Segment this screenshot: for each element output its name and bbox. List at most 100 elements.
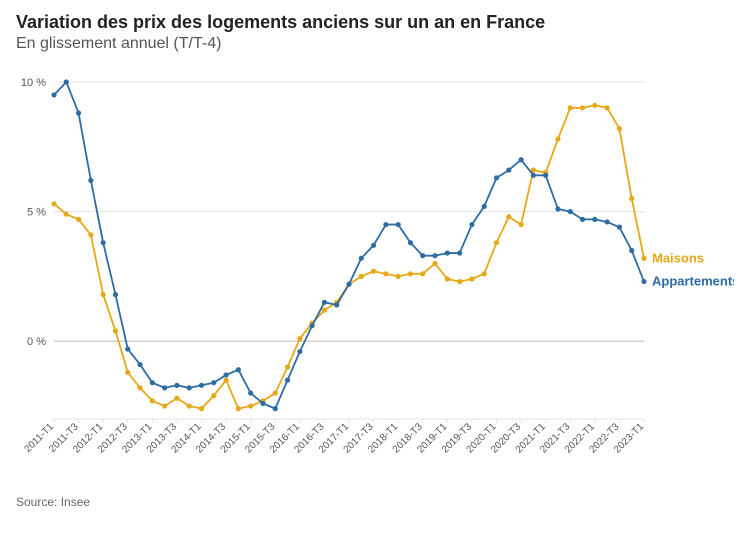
series-point [506,214,511,219]
series-point [101,240,106,245]
series-point [322,308,327,313]
series-point [174,383,179,388]
series-point [518,157,523,162]
series-point [137,362,142,367]
series-point [125,346,130,351]
series-point [432,261,437,266]
series-point [555,136,560,141]
series-point [322,300,327,305]
series-point [174,396,179,401]
series-point [199,406,204,411]
series-point [297,336,302,341]
series-point [88,178,93,183]
series-point [137,385,142,390]
series-point [420,253,425,258]
y-tick-label: 5 % [27,207,46,219]
y-tick-label: 10 % [21,77,46,89]
series-point [187,403,192,408]
series-point [408,271,413,276]
series-point [273,406,278,411]
series-point [469,276,474,281]
series-point [150,398,155,403]
series-point [199,383,204,388]
series-point [64,79,69,84]
series-point [531,173,536,178]
series-point [396,222,401,227]
chart-subtitle: En glissement annuel (T/T-4) [16,35,734,53]
series-point [51,201,56,206]
series-point [113,328,118,333]
series-point [629,248,634,253]
series-point [494,240,499,245]
series-point [445,276,450,281]
series-point [346,282,351,287]
y-tick-label: 0 % [27,336,46,348]
series-point [592,103,597,108]
series-point [420,271,425,276]
series-point [223,372,228,377]
series-point [88,232,93,237]
series-point [51,92,56,97]
series-point [371,243,376,248]
chart-title: Variation des prix des logements anciens… [16,12,734,33]
series-point [76,217,81,222]
series-point [285,365,290,370]
series-label-maisons: Maisons [652,250,704,265]
series-point [76,110,81,115]
series-point [580,217,585,222]
series-point [236,367,241,372]
series-point [260,401,265,406]
series-point [310,323,315,328]
series-point [285,378,290,383]
series-point [162,385,167,390]
series-point [211,380,216,385]
series-point [555,206,560,211]
series-point [236,406,241,411]
series-point [359,274,364,279]
chart-area: 0 %5 %10 %2011-T12011-T32012-T12012-T320… [16,59,734,489]
series-point [150,380,155,385]
series-point [408,240,413,245]
series-point [629,196,634,201]
series-point [568,105,573,110]
series-point [494,175,499,180]
series-point [334,302,339,307]
series-point [469,222,474,227]
series-point [605,105,610,110]
series-point [617,126,622,131]
line-chart-svg: 0 %5 %10 %2011-T12011-T32012-T12012-T320… [16,59,734,489]
series-point [248,390,253,395]
series-point [113,292,118,297]
series-point [125,370,130,375]
series-point [445,250,450,255]
series-point [482,271,487,276]
series-point [457,250,462,255]
series-point [297,349,302,354]
series-point [543,173,548,178]
chart-source: Source: Insee [16,495,734,509]
series-point [101,292,106,297]
series-point [211,393,216,398]
series-point [248,403,253,408]
series-point [605,219,610,224]
series-point [383,271,388,276]
series-point [482,204,487,209]
series-point [592,217,597,222]
series-point [396,274,401,279]
series-point [371,269,376,274]
series-point [506,168,511,173]
series-point [457,279,462,284]
series-point [187,385,192,390]
series-point [641,279,646,284]
series-point [383,222,388,227]
series-point [273,390,278,395]
series-point [641,256,646,261]
series-point [617,225,622,230]
series-point [162,403,167,408]
chart-container: Variation des prix des logements anciens… [0,0,750,542]
series-label-appartements: Appartements [652,274,734,289]
series-point [580,105,585,110]
series-point [359,256,364,261]
series-point [568,209,573,214]
series-point [432,253,437,258]
